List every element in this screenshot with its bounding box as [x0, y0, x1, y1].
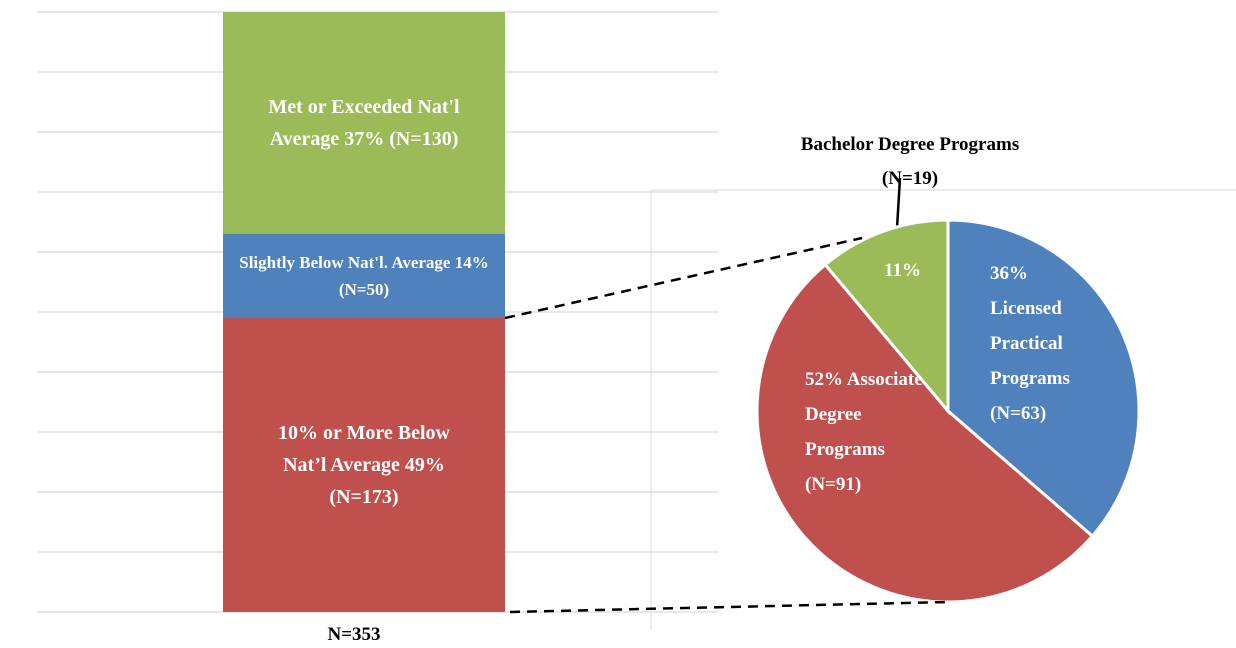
- connector: [504, 236, 863, 320]
- segment-label-text: Met or Exceeded Nat'l Average 37% (N=130…: [234, 91, 494, 155]
- category-label: Licensed Practical Programs (N=63): [990, 298, 1070, 424]
- value-label: 36%: [990, 263, 1028, 284]
- segment-label: Met or Exceeded Nat'l Average 37% (N=130…: [223, 12, 505, 234]
- x-tick-label: N=353: [327, 624, 380, 645]
- bar-segment: [223, 318, 505, 612]
- pie-slice: [823, 218, 950, 416]
- slice-label: 36% Licensed Practical Programs (N=63): [990, 256, 1100, 431]
- bar-segment: [223, 234, 505, 318]
- series-name: Met or Exceeded Nat'l Average: [268, 96, 460, 150]
- category-label: Associate Degree Programs (N=91): [805, 369, 923, 495]
- value-label: 14% (N=50): [338, 252, 489, 299]
- value-label: 37% (N=130): [344, 128, 459, 150]
- segment-label-text: 10% or More Below Nat’l Average 49% (N=1…: [274, 417, 454, 513]
- segment-label-text: Slightly Below Nat'l. Average 14% (N=50): [223, 249, 505, 303]
- leader-line: [895, 177, 902, 229]
- series-name: Slightly Below Nat'l. Average: [239, 252, 451, 272]
- segment-label: 10% or More Below Nat’l Average 49% (N=1…: [223, 318, 505, 612]
- pie-slice: [946, 218, 1141, 539]
- value-label: 52%: [805, 369, 843, 390]
- value-label: 49% (N=173): [329, 454, 445, 508]
- pie-slice: [755, 262, 1095, 604]
- series-name: 10% or More Below Nat’l Average: [277, 422, 450, 476]
- connector: [509, 600, 949, 614]
- outside-label: Bachelor Degree Programs (N=19): [800, 128, 1020, 196]
- value-label: 11%: [884, 260, 921, 281]
- category-label: Bachelor Degree Programs (N=19): [800, 134, 1020, 189]
- slice-label: 11%: [884, 253, 944, 288]
- bar-segment: [223, 12, 505, 234]
- slice-label: 52% Associate Degree Programs (N=91): [805, 362, 925, 502]
- segment-label: Slightly Below Nat'l. Average 14% (N=50): [223, 234, 505, 318]
